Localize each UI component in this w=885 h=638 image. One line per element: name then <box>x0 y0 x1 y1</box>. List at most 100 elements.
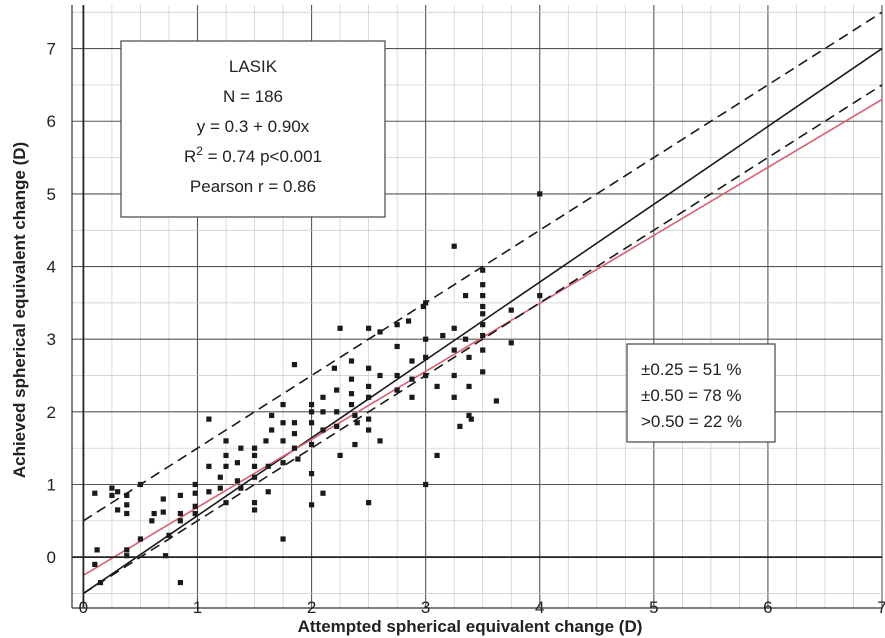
data-point <box>234 460 241 466</box>
data-point <box>238 485 244 491</box>
stats-r2-suffix: = 0.74 p<0.001 <box>203 147 322 166</box>
data-point <box>217 485 223 491</box>
data-point <box>440 332 446 339</box>
x-tick-label: 0 <box>79 598 88 617</box>
data-point <box>468 416 474 422</box>
data-point <box>334 387 340 393</box>
accuracy-box: ±0.25 = 51 % ±0.50 = 78 % >0.50 = 22 % <box>626 343 776 443</box>
data-point <box>348 376 355 382</box>
data-point <box>337 325 343 331</box>
y-tick-label: 2 <box>47 403 56 422</box>
data-point <box>177 492 183 498</box>
data-point <box>109 492 115 498</box>
data-point <box>177 510 183 517</box>
plot-frame <box>71 5 882 609</box>
data-point <box>320 427 326 433</box>
stats-title: LASIK <box>229 57 278 76</box>
stats-r2: R2 = 0.74 p<0.001 <box>184 144 322 166</box>
dashed-line-3 <box>82 84 883 595</box>
data-point <box>337 452 343 459</box>
data-point <box>115 489 121 495</box>
data-point <box>265 463 271 469</box>
data-point <box>493 398 499 404</box>
data-point <box>223 452 229 459</box>
data-point <box>206 416 212 422</box>
y-tick-label: 5 <box>47 185 56 204</box>
data-point <box>480 347 486 353</box>
data-point <box>160 496 166 502</box>
data-point <box>149 518 155 524</box>
data-point <box>366 383 372 390</box>
data-point <box>451 372 457 379</box>
data-point <box>394 387 400 393</box>
y-tick-labels: 0 1 2 3 4 5 6 7 <box>47 40 56 568</box>
data-point <box>251 445 258 451</box>
data-point <box>377 372 383 379</box>
data-point <box>366 416 372 422</box>
data-point <box>137 536 144 542</box>
stats-box-frame <box>120 40 386 218</box>
data-point <box>423 481 429 488</box>
stats-pearson: Pearson r = 0.86 <box>190 177 316 196</box>
y-tick-label: 3 <box>47 330 56 349</box>
data-point <box>124 553 130 559</box>
dashed-line-2 <box>82 11 883 522</box>
data-point <box>124 547 130 553</box>
data-point <box>295 456 301 462</box>
data-point <box>280 401 286 408</box>
data-point <box>291 445 298 451</box>
data-point <box>352 441 358 448</box>
data-point <box>366 365 372 371</box>
data-point <box>280 438 286 444</box>
data-point <box>308 409 315 415</box>
data-point <box>334 409 340 415</box>
data-point <box>537 191 543 197</box>
data-point <box>434 383 440 390</box>
data-point <box>409 376 415 382</box>
data-point <box>234 478 241 484</box>
data-point <box>377 329 383 335</box>
data-point <box>97 579 104 586</box>
data-point <box>92 561 98 568</box>
y-tick-label: 0 <box>47 548 56 567</box>
data-point <box>423 336 429 342</box>
data-point <box>320 394 326 400</box>
data-point <box>434 452 440 459</box>
data-point <box>508 307 514 313</box>
solid-line-0 <box>82 47 883 595</box>
data-point <box>291 431 298 437</box>
data-point <box>537 293 543 299</box>
data-point <box>192 510 198 517</box>
data-point <box>223 500 229 506</box>
data-point <box>394 372 400 379</box>
data-point <box>466 354 472 360</box>
stats-equation: y = 0.3 + 0.90x <box>197 117 310 136</box>
x-axis-title: Attempted spherical equivalent change (D… <box>298 617 643 636</box>
data-point <box>308 502 315 508</box>
data-point <box>308 441 315 448</box>
data-point <box>480 282 486 288</box>
x-tick-label: 6 <box>763 598 772 617</box>
data-point <box>366 394 372 400</box>
data-point <box>177 579 183 586</box>
data-point <box>124 510 130 517</box>
data-point <box>206 463 212 469</box>
data-point <box>405 318 412 324</box>
data-point <box>480 369 486 375</box>
data-point <box>251 474 258 480</box>
data-point <box>420 303 426 310</box>
data-point <box>192 481 198 488</box>
accuracy-line-3: >0.50 = 22 % <box>641 412 742 431</box>
stats-box: LASIK N = 186 y = 0.3 + 0.90x R2 = 0.74 … <box>120 40 386 218</box>
data-point <box>280 536 286 542</box>
data-point <box>451 394 457 400</box>
data-point <box>109 485 115 491</box>
data-point <box>366 325 372 331</box>
data-point <box>334 423 340 429</box>
data-point <box>308 470 315 477</box>
data-point <box>280 420 286 426</box>
data-point <box>192 503 198 509</box>
data-point <box>251 500 258 506</box>
data-point <box>124 492 130 498</box>
data-point <box>354 420 360 426</box>
